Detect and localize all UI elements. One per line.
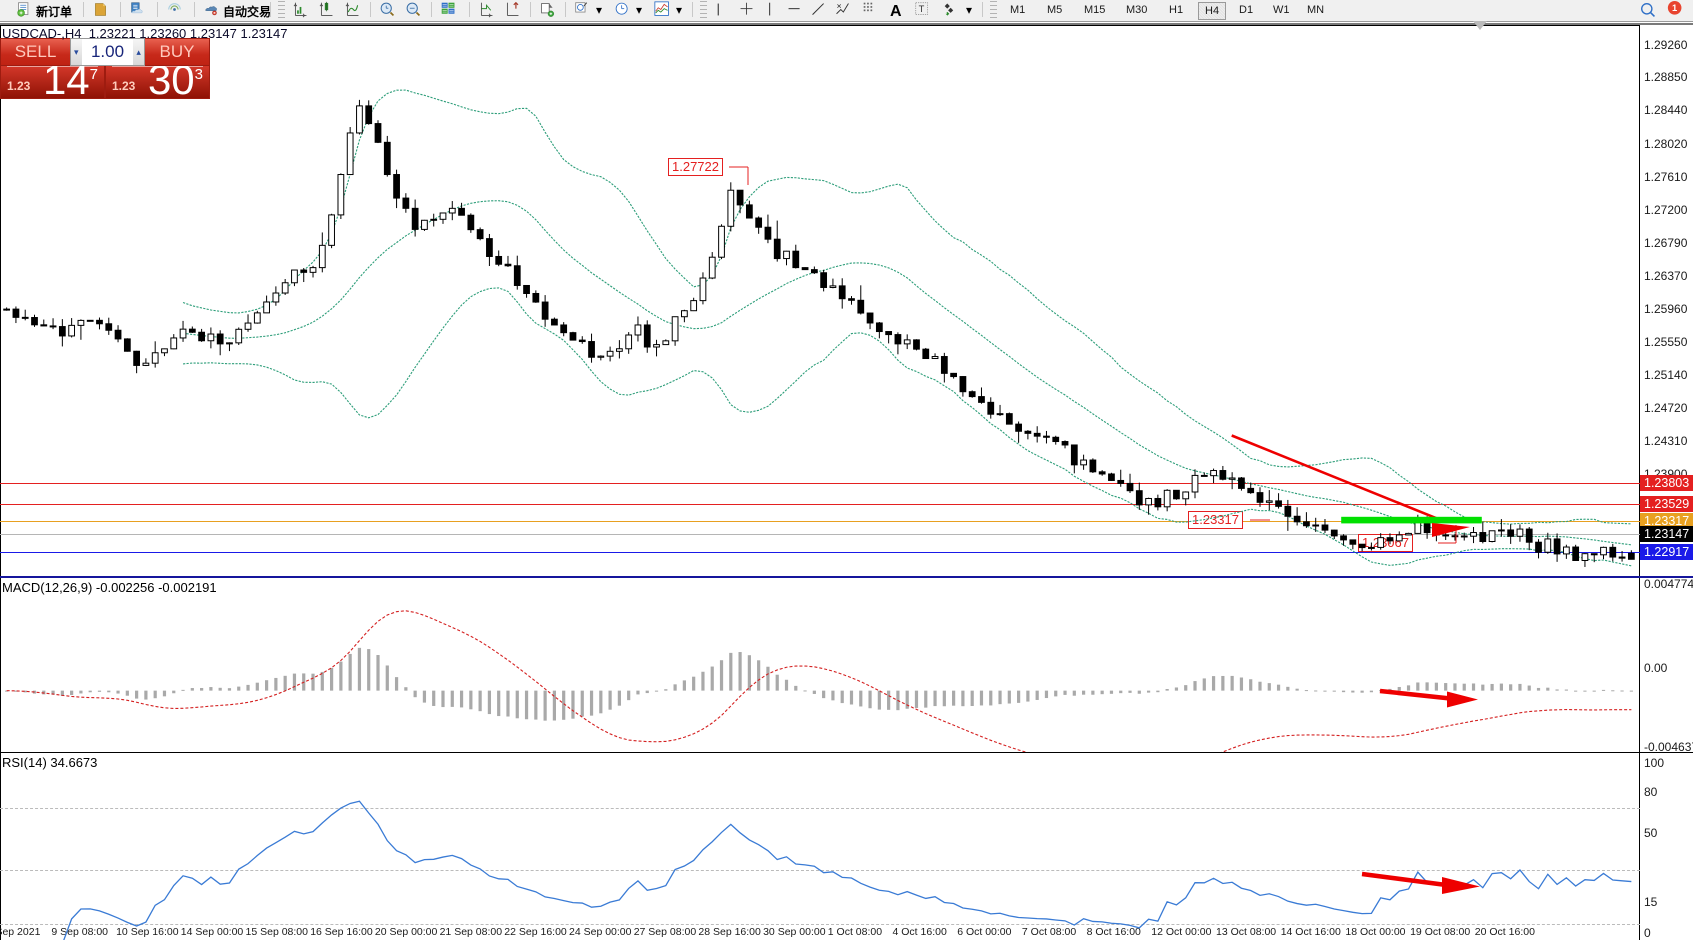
svg-text:1: 1 xyxy=(1672,3,1677,13)
svg-text:T: T xyxy=(919,4,925,14)
